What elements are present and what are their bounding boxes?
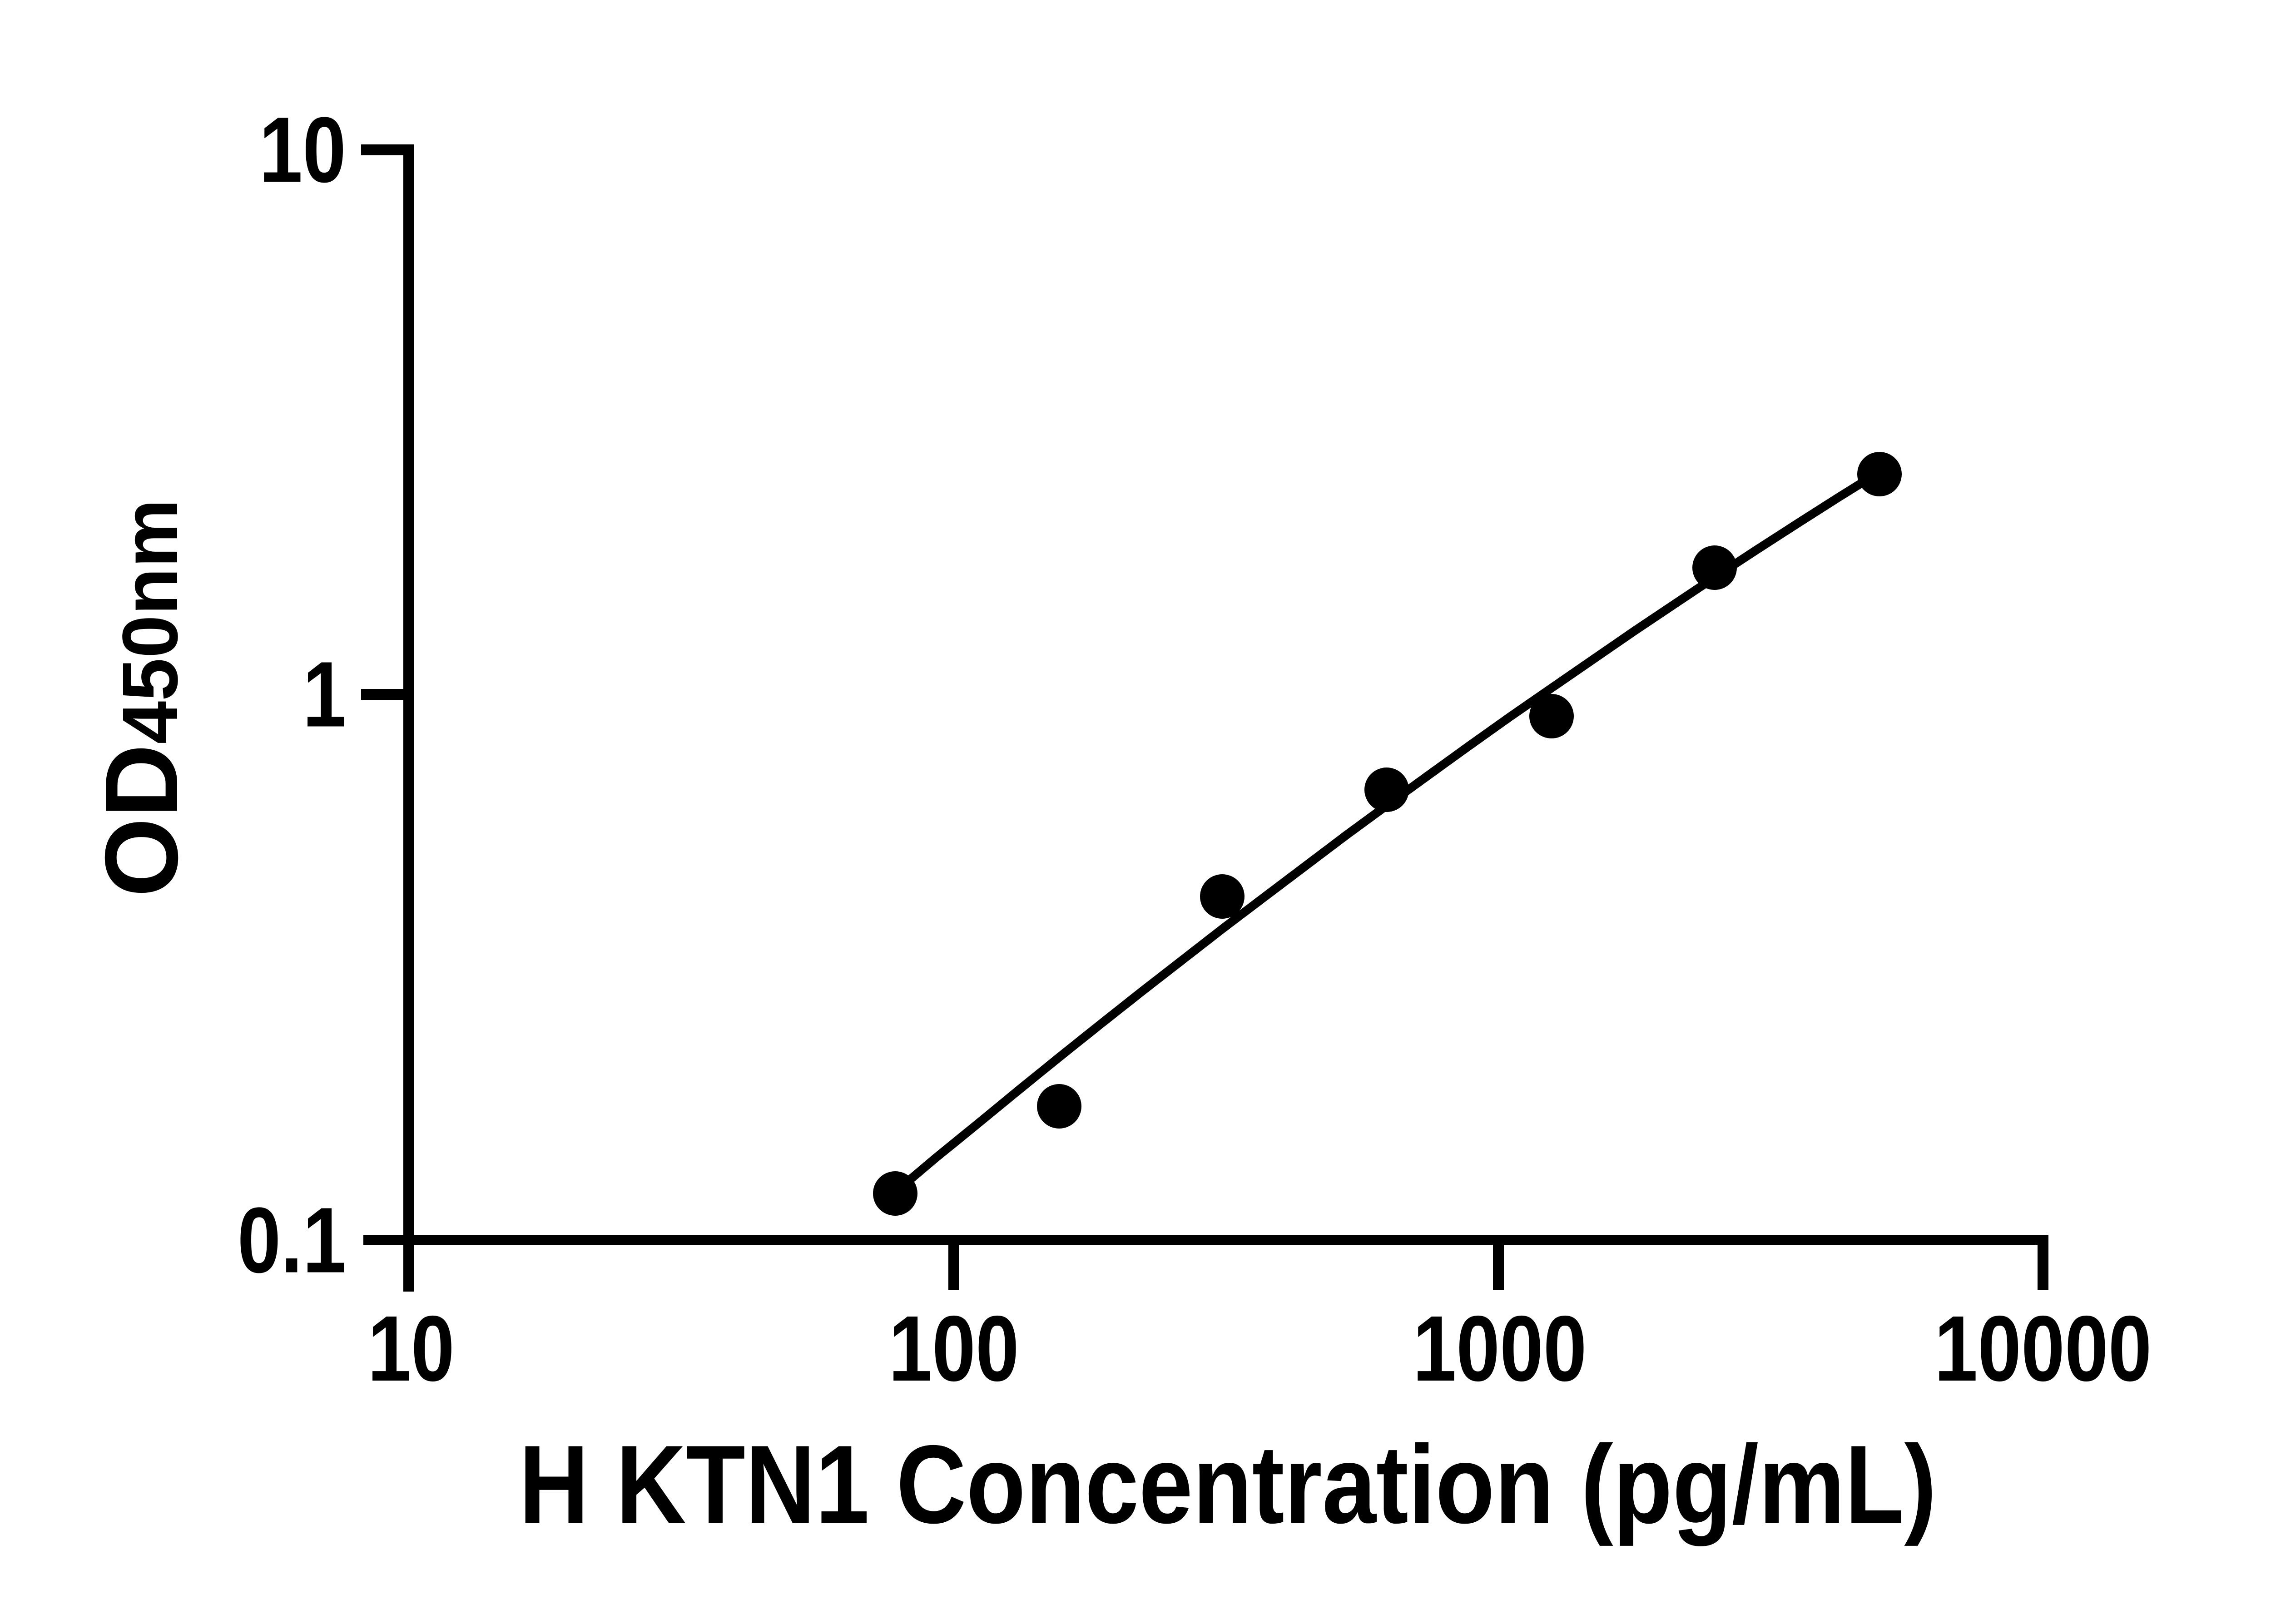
svg-text:10000: 10000 bbox=[1934, 1297, 2152, 1401]
svg-text:100: 100 bbox=[888, 1297, 1019, 1401]
svg-text:1000: 1000 bbox=[1413, 1297, 1587, 1401]
svg-text:H KTN1 Concentration (pg/mL): H KTN1 Concentration (pg/mL) bbox=[519, 1422, 1936, 1546]
svg-text:10: 10 bbox=[259, 98, 346, 202]
svg-text:0.1: 0.1 bbox=[238, 1188, 346, 1292]
svg-text:1: 1 bbox=[302, 643, 346, 746]
svg-text:OD450nm: OD450nm bbox=[83, 499, 199, 897]
svg-text:10: 10 bbox=[367, 1297, 455, 1401]
